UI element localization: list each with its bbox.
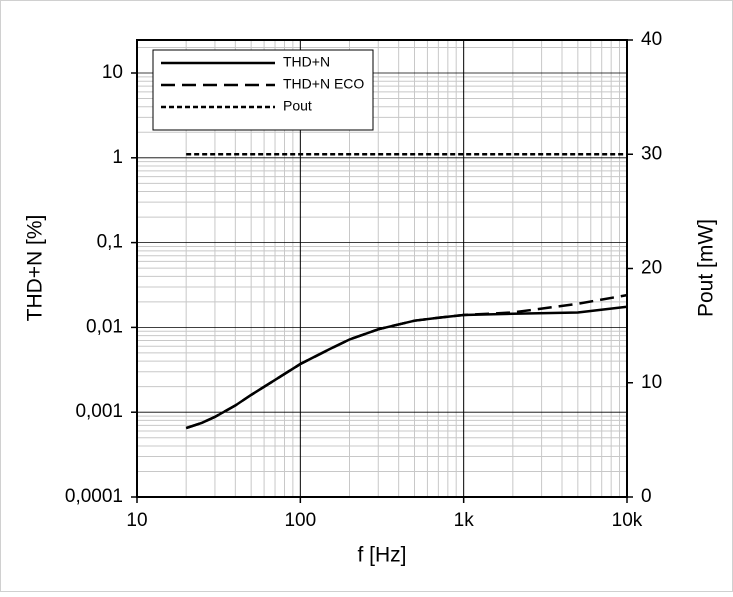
x-tick-label: 100 (284, 510, 316, 531)
legend-label: Pout (283, 98, 312, 114)
y-tick-label: 0,1 (97, 232, 123, 253)
y-axis-label: THD+N [%] (24, 215, 47, 322)
x-axis-label: f [Hz] (357, 544, 406, 567)
line (185, 293, 628, 430)
y-tick-label: 0,001 (75, 401, 123, 422)
x-tick-label: 10 (126, 510, 147, 531)
y2-tick-label: 10 (641, 372, 662, 393)
y-tick-label: 10 (102, 62, 123, 83)
x-tick-label: 10k (612, 510, 643, 531)
y2-tick-label: 40 (641, 29, 662, 50)
y2-tick-label: 20 (641, 258, 662, 279)
legend-label: THD+N (283, 54, 330, 70)
y2-tick-label: 0 (641, 486, 652, 507)
y2-axis-label: Pout [mW] (695, 219, 718, 317)
y-tick-label: 0,0001 (65, 486, 123, 507)
y2-tick-label: 30 (641, 143, 662, 164)
legend-label: THD+N ECO (283, 76, 364, 92)
y-tick-label: 0,01 (86, 316, 123, 337)
x-tick-label: 1k (454, 510, 475, 531)
plot-border (136, 39, 628, 498)
y-tick-label: 1 (112, 147, 123, 168)
